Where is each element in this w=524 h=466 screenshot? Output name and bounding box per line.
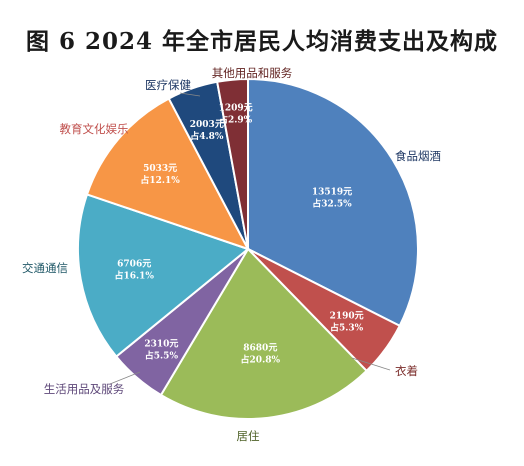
pie-slice-1 (247, 77, 419, 328)
pie-slice-8 (216, 77, 249, 250)
pie-slices (77, 77, 419, 420)
slice-value-6: 5033元 (143, 163, 177, 174)
leader-line-2 (351, 357, 391, 371)
category-label-4: 生活用品及服务 (44, 382, 125, 396)
category-label-3: 居住 (237, 429, 260, 443)
category-label-2: 衣着 (395, 364, 418, 378)
category-label-1: 食品烟酒 (395, 149, 441, 163)
slice-value-3: 8680元 (243, 343, 277, 354)
slice-value-2: 2190元 (330, 311, 364, 322)
slice-share-4: 占5.5% (145, 349, 179, 361)
slice-share-5: 占16.1% (114, 270, 154, 282)
slice-value-8: 1209元 (219, 103, 253, 114)
slice-share-7: 占4.8% (190, 130, 224, 142)
chart-title: 图 6 2024 年全市居民人均消费支出及构成 (25, 28, 499, 55)
leader-lines (109, 92, 391, 385)
slice-value-1: 13519元 (312, 186, 352, 197)
leader-line-4 (109, 371, 141, 385)
slice-value-4: 2310元 (144, 338, 178, 349)
pie-slice-3 (159, 247, 368, 420)
slice-share-1: 占32.5% (312, 197, 352, 209)
leader-line-7 (179, 92, 201, 97)
slice-share-6: 占12.1% (140, 174, 180, 186)
category-label-6: 教育文化娱乐 (60, 122, 129, 136)
slice-share-2: 占5.3% (330, 322, 364, 334)
category-label-7: 医疗保健 (145, 78, 191, 92)
category-label-8: 其他用品和服务 (212, 66, 293, 80)
category-label-5: 交通通信 (22, 261, 68, 275)
slice-share-8: 占2.9% (219, 114, 253, 126)
slice-share-3: 占20.8% (241, 354, 281, 366)
pie-slice-6 (85, 97, 251, 251)
slice-value-7: 2003元 (190, 119, 224, 130)
slice-value-5: 6706元 (117, 259, 151, 270)
